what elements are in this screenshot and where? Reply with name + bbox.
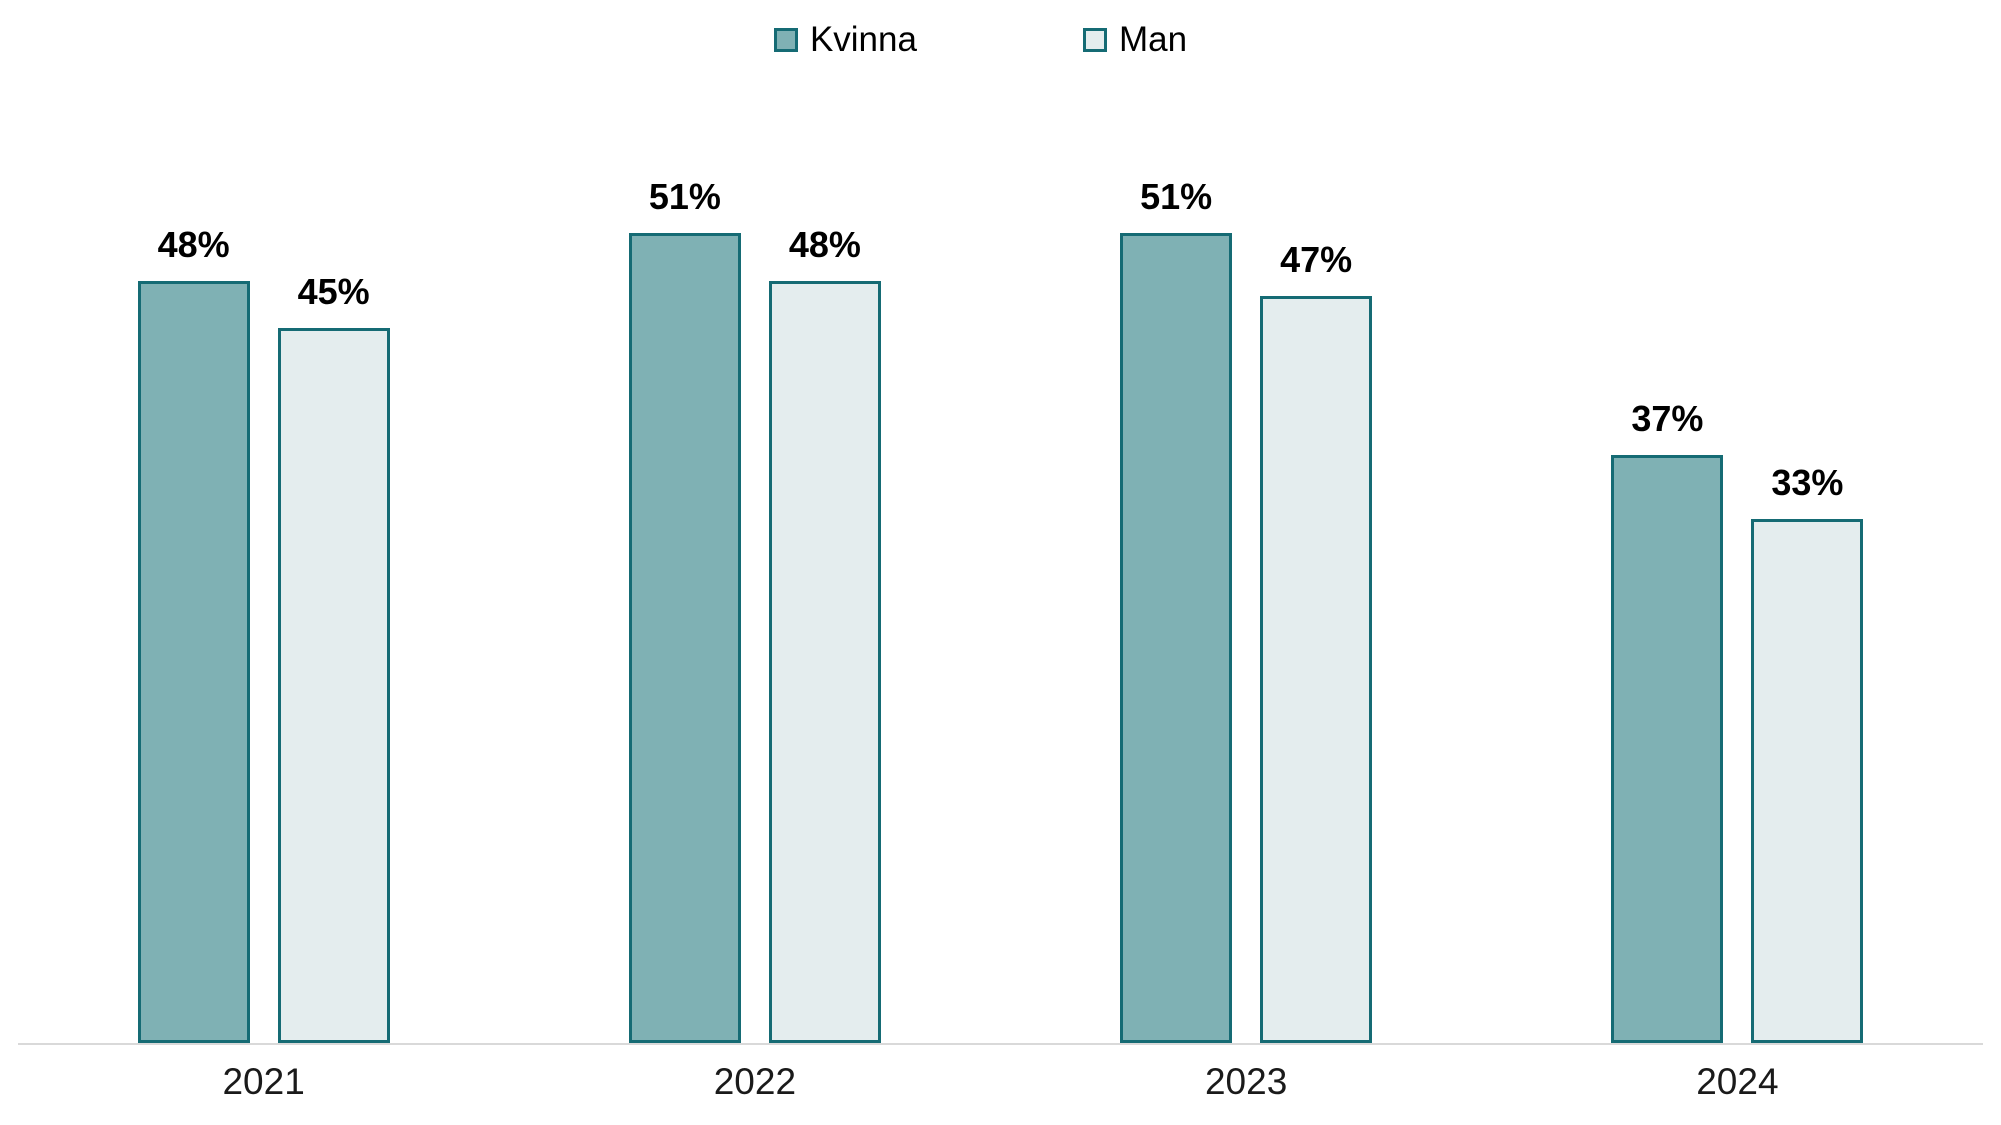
bar-kvinna-2023 bbox=[1120, 233, 1233, 1043]
bar-value-label: 37% bbox=[1631, 398, 1704, 439]
chart-legend: Kvinna Man bbox=[0, 22, 1961, 57]
bar-kvinna-2024 bbox=[1611, 455, 1724, 1043]
bar-man-2021 bbox=[277, 328, 390, 1043]
bar-value-label: 48% bbox=[788, 224, 861, 265]
bar-kvinna-2022 bbox=[628, 233, 741, 1043]
legend-swatch-icon bbox=[1082, 27, 1107, 52]
bar-value-label: 45% bbox=[297, 271, 370, 312]
bar-value-label: 51% bbox=[1140, 176, 1213, 217]
bar-group-2022: 51% 48% bbox=[628, 176, 881, 1043]
bar-column: 48% bbox=[137, 224, 250, 1043]
bar-kvinna-2021 bbox=[137, 281, 250, 1043]
bar-value-label: 33% bbox=[1771, 462, 1844, 503]
bar-group-2021: 48% 45% bbox=[137, 224, 390, 1043]
bar-column: 48% bbox=[768, 224, 881, 1043]
bar-column: 45% bbox=[277, 271, 390, 1043]
legend-label: Kvinna bbox=[809, 20, 917, 59]
bar-value-label: 48% bbox=[157, 224, 230, 265]
bar-column: 33% bbox=[1751, 462, 1864, 1043]
bar-man-2022 bbox=[768, 281, 881, 1043]
legend-item-kvinna: Kvinna bbox=[773, 20, 917, 59]
bar-column: 51% bbox=[1120, 176, 1233, 1043]
legend-swatch-icon bbox=[773, 27, 798, 52]
x-axis-label-2022: 2022 bbox=[713, 1061, 797, 1102]
legend-item-man: Man bbox=[1082, 20, 1188, 59]
bar-man-2024 bbox=[1751, 519, 1864, 1043]
bar-value-label: 47% bbox=[1280, 239, 1353, 280]
bar-column: 47% bbox=[1260, 239, 1373, 1043]
x-axis-label-2023: 2023 bbox=[1204, 1061, 1288, 1102]
bar-man-2023 bbox=[1260, 296, 1373, 1043]
bar-column: 37% bbox=[1611, 398, 1724, 1043]
x-axis-label-2024: 2024 bbox=[1696, 1061, 1779, 1102]
bar-value-label: 51% bbox=[648, 176, 721, 217]
x-axis-labels: 2021 2022 2023 2024 bbox=[18, 1061, 1983, 1103]
x-axis-label-2021: 2021 bbox=[222, 1061, 305, 1102]
plot-area: 48% 45% 51% 48% 51% 47% 37% 33% bbox=[18, 90, 1983, 1045]
bar-column: 51% bbox=[628, 176, 741, 1043]
bar-group-2023: 51% 47% bbox=[1120, 176, 1373, 1043]
legend-label: Man bbox=[1118, 20, 1188, 59]
bar-group-2024: 37% 33% bbox=[1611, 398, 1864, 1043]
